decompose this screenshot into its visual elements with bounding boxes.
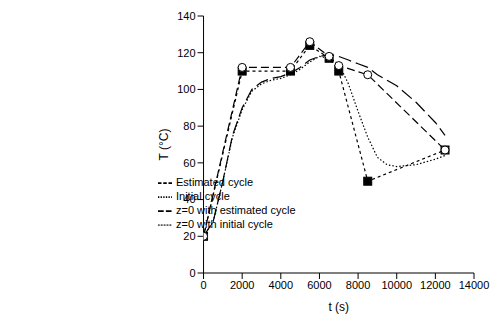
svg-text:40: 40 [183, 193, 195, 205]
svg-text:100: 100 [177, 83, 195, 95]
svg-text:t (s): t (s) [328, 300, 349, 314]
svg-text:140: 140 [177, 10, 195, 22]
svg-text:2000: 2000 [230, 279, 254, 291]
svg-text:10000: 10000 [381, 279, 412, 291]
svg-text:14000: 14000 [459, 279, 490, 291]
svg-text:60: 60 [183, 157, 195, 169]
svg-text:8000: 8000 [346, 279, 370, 291]
svg-text:80: 80 [183, 120, 195, 132]
svg-text:120: 120 [177, 47, 195, 59]
svg-text:0: 0 [189, 267, 195, 279]
svg-text:20: 20 [183, 230, 195, 242]
svg-text:12000: 12000 [420, 279, 451, 291]
svg-text:4000: 4000 [269, 279, 293, 291]
svg-text:0: 0 [200, 279, 206, 291]
svg-text:6000: 6000 [307, 279, 331, 291]
svg-text:T (°C): T (°C) [157, 129, 171, 161]
